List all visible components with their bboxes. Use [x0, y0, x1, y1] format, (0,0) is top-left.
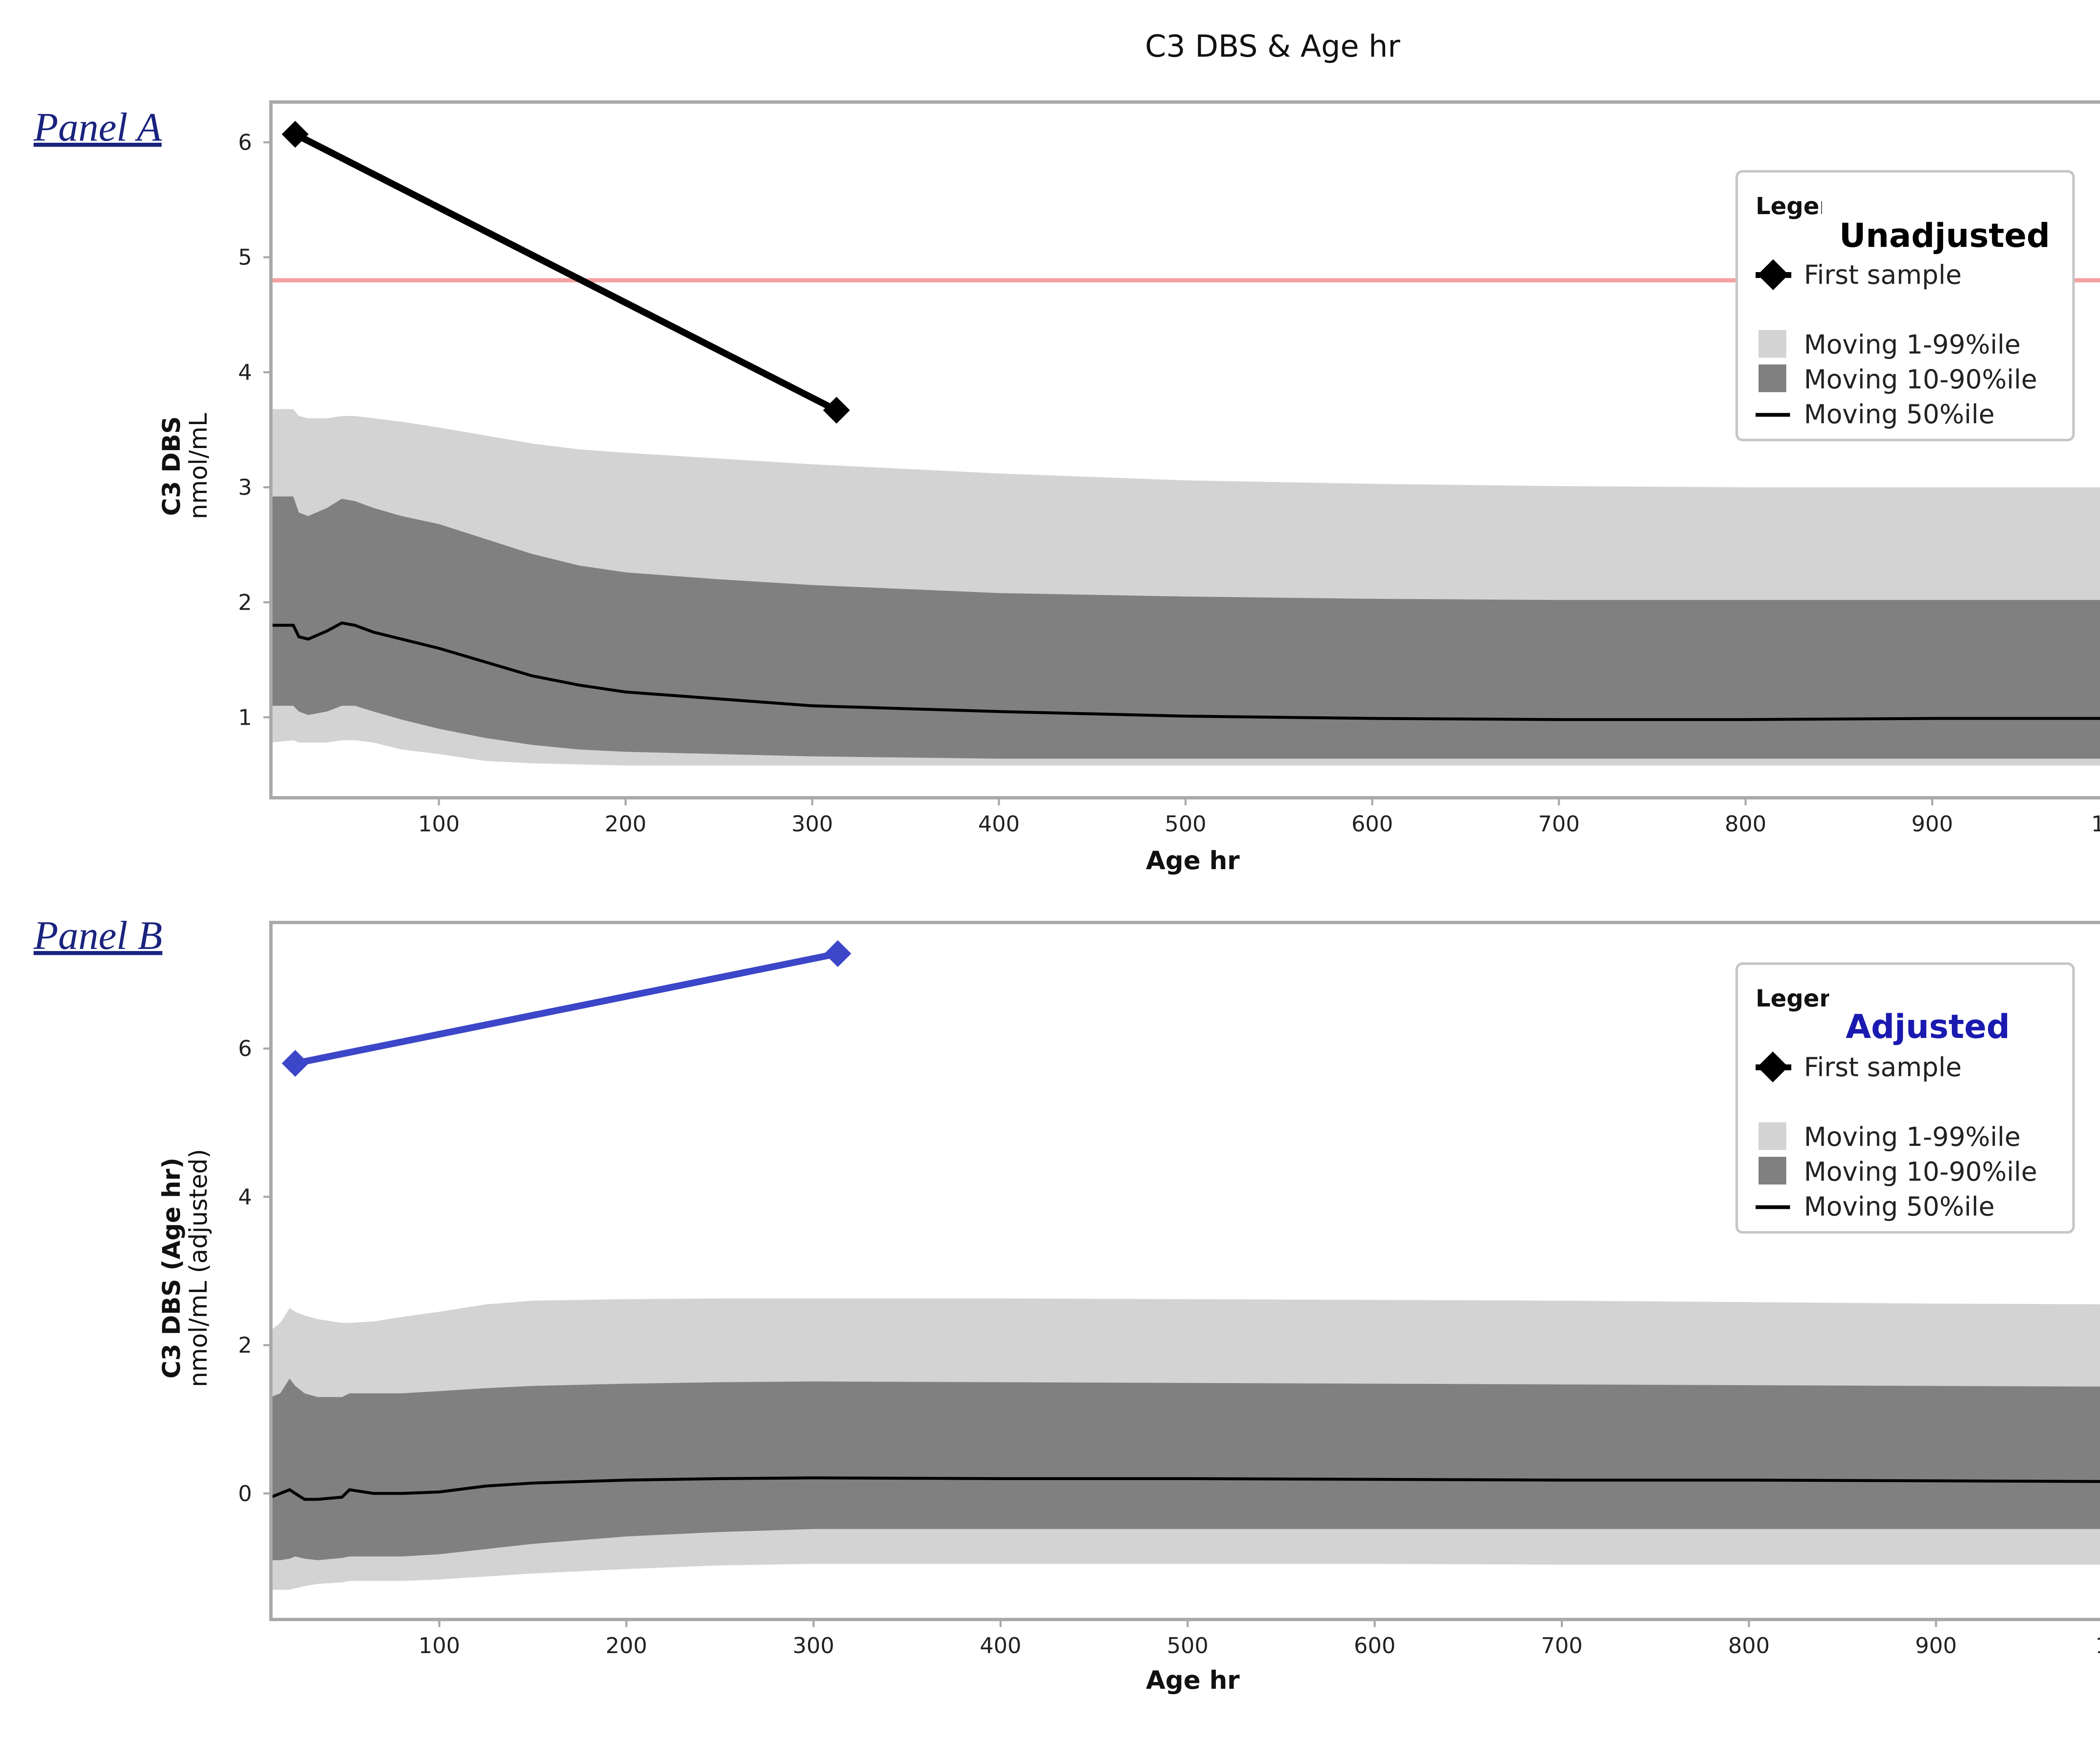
panel-a-x-tick-label: 800 — [1725, 812, 1766, 837]
panel-b-median-line — [270, 1476, 2100, 1501]
panel-b-x-tick-label: 500 — [1167, 1633, 1208, 1659]
panel-a-y-tick-label: 3 — [238, 475, 252, 501]
panel-a-x-tick-label: 100 — [418, 812, 459, 837]
panel-b-legend-entry-first-sample: First sample — [1804, 1052, 1962, 1082]
panel-a-label: Panel A — [33, 105, 162, 149]
panel-a-legend-swatch-10-90 — [1759, 364, 1786, 392]
panel-a-legend-entry-1-99: Moving 1-99%ile — [1804, 329, 2021, 360]
panel-b-y-tick-label: 0 — [238, 1481, 252, 1507]
panel-a-annotation: Unadjusted — [1839, 217, 2050, 255]
panel-a-sample-point — [823, 397, 850, 424]
panel-b-y-tick-label: 2 — [238, 1333, 252, 1358]
panel-a-y-tick-label: 6 — [238, 130, 252, 155]
panel-b-legend-entry-1-99: Moving 1-99%ile — [1804, 1122, 2021, 1152]
panel-a-sample-line — [294, 131, 838, 414]
panel-b-sample-point — [824, 940, 851, 967]
panel-a-median-line — [271, 621, 2100, 721]
panel-b-x-tick-label: 200 — [606, 1633, 647, 1659]
panel-b-label: Panel B — [33, 913, 163, 958]
panel-a-x-tick-label: 1000 — [2091, 812, 2100, 837]
panel-a-y-tick-label: 2 — [238, 590, 252, 615]
panel-b-legend-swatch-1-99 — [1759, 1122, 1786, 1150]
panel-a-sample-point — [281, 121, 309, 148]
panel-a-y-tick-label: 1 — [238, 705, 252, 730]
panel-a-x-tick-label: 400 — [978, 812, 1020, 837]
panel-a-legend-entry-10-90: Moving 10-90%ile — [1804, 364, 2037, 395]
figure-title: C3 DBS & Age hr — [1145, 29, 1400, 64]
panel-b-x-tick-label: 600 — [1354, 1633, 1396, 1659]
panel-a-y-tick-label: 5 — [238, 245, 252, 270]
panel-b-plot-border — [269, 921, 2100, 1621]
panel-a-legend: Legend Unadjusted First sample Moving 1-… — [1735, 170, 2075, 441]
panel-a-x-tick-label: 600 — [1352, 812, 1393, 837]
panel-b-y-tick-label: 4 — [238, 1184, 252, 1210]
panel-a-y-axis-title: C3 DBS — [157, 416, 186, 516]
panel-b-x-tick-label: 300 — [793, 1633, 834, 1659]
panel-b-legend: Legend Adjusted First sample Moving 1-99… — [1735, 962, 2075, 1234]
panel-a-y-axis-units: nmol/mL — [184, 413, 213, 519]
panel-b-x-tick-label: 900 — [1915, 1633, 1957, 1659]
panel-b: Panel B C3 DBS (Age hr) nmol/mL (adjuste… — [33, 913, 2100, 1695]
panel-a-x-tick-label: 200 — [605, 812, 646, 837]
panel-b-band-10-90 — [271, 1378, 2100, 1560]
panel-b-legend-sample-marker — [1757, 1051, 1788, 1082]
panel-b-annotation: Adjusted — [1846, 1008, 2010, 1046]
panel-b-x-tick-label: 1000 — [2095, 1633, 2100, 1659]
panel-b-x-tick-label: 400 — [980, 1633, 1021, 1659]
panel-b-sample-point — [281, 1050, 309, 1077]
panel-b-y-axis-title: C3 DBS (Age hr) — [157, 1158, 186, 1378]
panel-b-x-tick-label: 800 — [1728, 1633, 1769, 1659]
panel-a-x-tick-label: 700 — [1538, 812, 1580, 837]
panel-a-legend-entry-median: Moving 50%ile — [1804, 399, 1995, 430]
panel-a-plot-border — [269, 100, 2100, 799]
panel-b-y-axis-units: nmol/mL (adjusted) — [184, 1149, 213, 1387]
panel-a-x-tick-label: 300 — [791, 812, 833, 837]
panel-b-legend-swatch-10-90 — [1759, 1157, 1786, 1184]
panel-a-legend-entry-first-sample: First sample — [1804, 259, 1962, 290]
panel-b-x-tick-label: 700 — [1541, 1633, 1583, 1659]
panel-b-legend-entry-10-90: Moving 10-90%ile — [1804, 1156, 2037, 1187]
panel-b-legend-entry-median: Moving 50%ile — [1804, 1191, 1995, 1222]
panel-a-legend-swatch-1-99 — [1759, 330, 1786, 358]
panel-a-y-tick-label: 4 — [238, 360, 252, 385]
panel-b-sample-line — [294, 950, 839, 1067]
panel-b-x-axis-title: Age hr — [1146, 1666, 1240, 1695]
panel-b-annotation-backdrop — [1829, 983, 2064, 1046]
panel-a-x-tick-label: 500 — [1165, 812, 1206, 837]
panel-b-x-tick-label: 100 — [418, 1633, 460, 1659]
panel-b-plot: 100 200 300 400 500 600 700 800 900 1000 0 2 4 6 — [238, 921, 2100, 1659]
panel-a-band-10-90 — [271, 496, 2100, 759]
panel-a: Panel A C3 DBS nmol/mL Age hr 100 200 300 4… — [33, 100, 2100, 875]
panel-a-x-tick-label: 900 — [1911, 812, 1953, 837]
panel-a-x-axis-title: Age hr — [1146, 846, 1240, 875]
panel-b-y-tick-label: 6 — [238, 1036, 252, 1061]
panel-a-annotation-backdrop — [1822, 191, 2070, 254]
